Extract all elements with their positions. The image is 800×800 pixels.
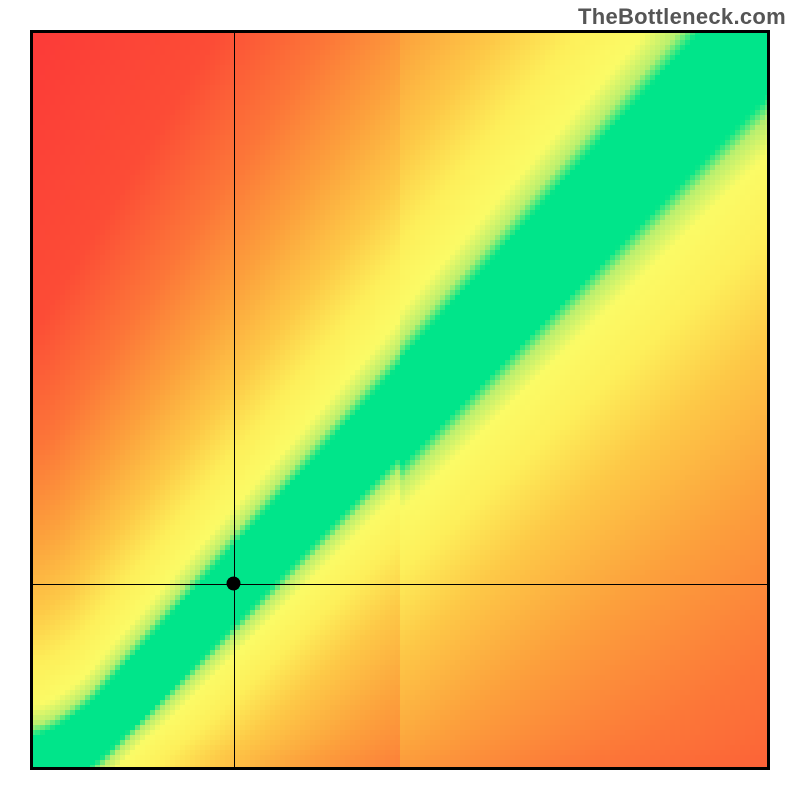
watermark-text: TheBottleneck.com (578, 4, 786, 30)
bottleneck-heatmap (30, 30, 770, 770)
chart-container: TheBottleneck.com (0, 0, 800, 800)
